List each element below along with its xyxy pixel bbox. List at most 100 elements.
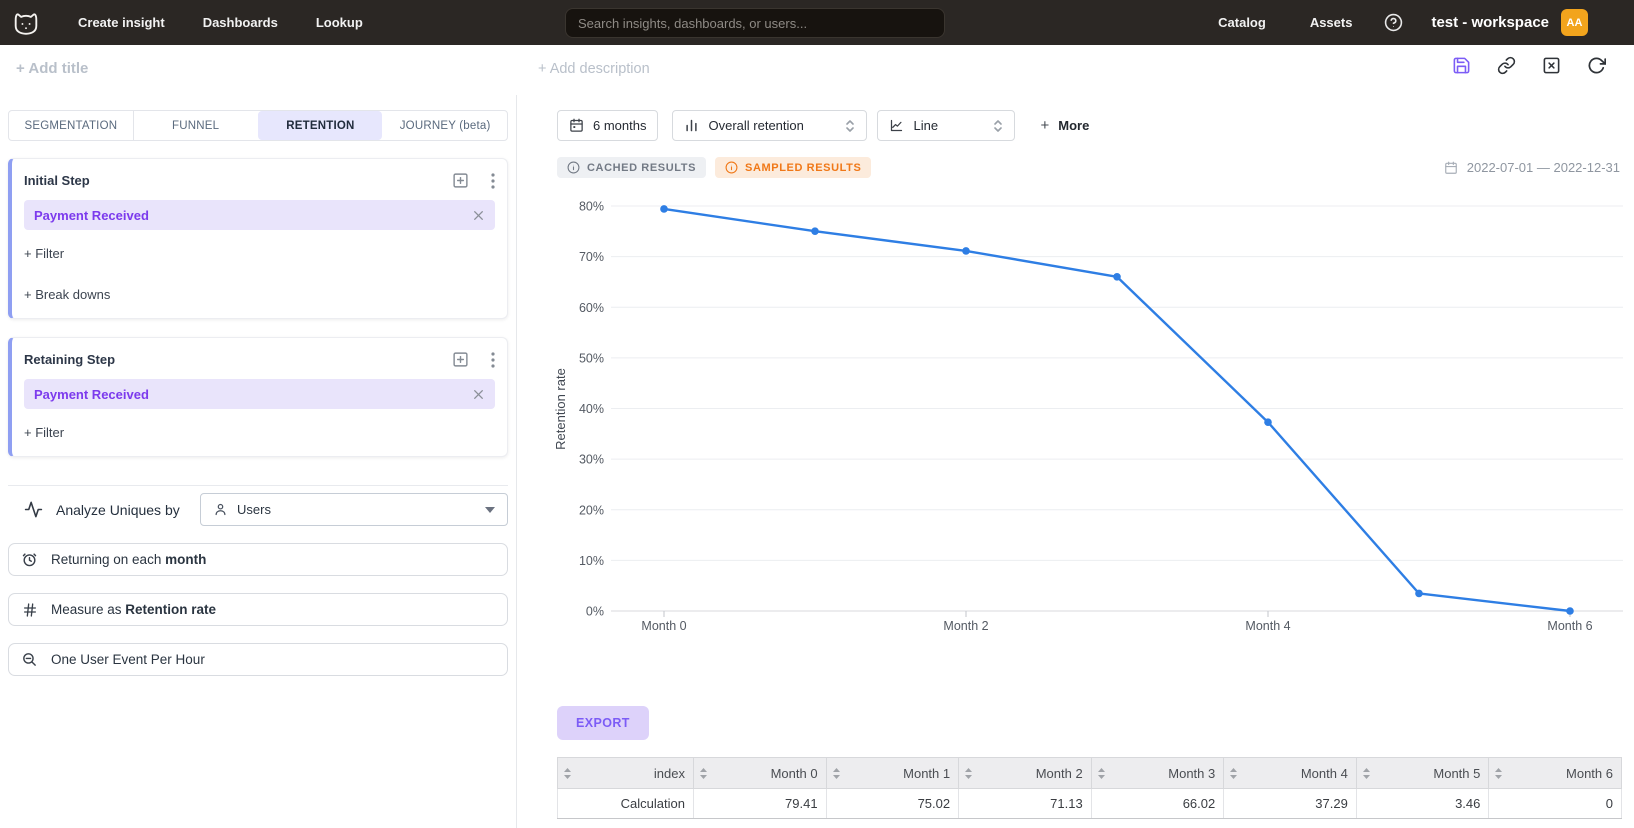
svg-text:Month 4: Month 4 — [1245, 619, 1290, 633]
avatar[interactable]: AA — [1561, 9, 1588, 36]
link-icon[interactable] — [1497, 56, 1516, 75]
refresh-icon[interactable] — [1587, 56, 1606, 75]
bar-chart-icon — [684, 118, 699, 133]
sort-icon[interactable] — [965, 767, 973, 779]
zoom-out-icon — [21, 651, 38, 668]
sort-icon[interactable] — [1495, 767, 1503, 779]
nav-catalog[interactable]: Catalog — [1218, 15, 1266, 30]
sort-icon[interactable] — [700, 767, 707, 779]
value-cell: 0 — [1488, 788, 1622, 819]
sort-icon[interactable] — [832, 767, 840, 779]
value-cell: 3.46 — [1355, 788, 1490, 819]
analyze-row: Analyze Uniques by Users — [24, 493, 508, 526]
remove-event-icon[interactable] — [472, 209, 485, 222]
retention-chart[interactable]: 0% 10% 20% 30% 40% 50% 60% 70% 80% Month 0 Month 2… — [517, 183, 1627, 683]
nav-create-insight[interactable]: Create insight — [78, 15, 165, 30]
event-chip-label: Payment Received — [34, 207, 149, 223]
row-index-cell: Calculation — [557, 788, 694, 819]
value-cell: 71.13 — [958, 788, 1092, 819]
search-input[interactable] — [565, 8, 945, 38]
sampled-results-badge: SAMPLED RESULTS — [715, 157, 872, 178]
add-event-icon[interactable] — [452, 172, 469, 189]
analyze-by-value: Users — [237, 502, 271, 517]
more-button[interactable]: + More — [1040, 117, 1089, 134]
add-filter-button[interactable]: + Filter — [24, 425, 65, 440]
activity-icon — [24, 500, 43, 519]
select-carets-icon — [993, 119, 1003, 133]
svg-text:Month 2: Month 2 — [943, 619, 988, 633]
event-chip[interactable]: Payment Received — [24, 200, 495, 230]
chart-type-select[interactable]: Line — [877, 110, 1016, 141]
calendar-icon — [1444, 161, 1458, 175]
column-header-month-3[interactable]: Month 3 — [1090, 757, 1225, 789]
column-header-month-1[interactable]: Month 1 — [825, 757, 960, 789]
help-icon[interactable] — [1384, 13, 1403, 32]
time-window-value: 6 months — [593, 118, 647, 133]
column-header-month-4[interactable]: Month 4 — [1223, 757, 1357, 789]
add-description-button[interactable]: + Add description — [538, 61, 650, 77]
section-divider — [8, 485, 508, 486]
time-window-button[interactable]: 6 months — [557, 110, 659, 141]
sort-icon[interactable] — [1362, 767, 1370, 779]
chart-type-value: Line — [913, 118, 939, 133]
event-chip[interactable]: Payment Received — [24, 379, 495, 409]
value-cell: 75.02 — [825, 788, 960, 819]
add-event-icon[interactable] — [452, 351, 469, 368]
step-menu-kebab-icon[interactable] — [491, 172, 495, 189]
measure-as-label: Measure as Retention rate — [51, 602, 217, 617]
column-header-month-6[interactable]: Month 6 — [1488, 757, 1622, 789]
nav-assets[interactable]: Assets — [1309, 15, 1353, 30]
add-title-button[interactable]: + Add title — [16, 60, 89, 77]
analyze-by-select[interactable]: Users — [200, 493, 508, 526]
svg-text:60%: 60% — [579, 301, 604, 315]
step-menu-kebab-icon[interactable] — [491, 351, 495, 368]
column-header-index[interactable]: index — [557, 757, 694, 789]
event-dedupe-label: One User Event Per Hour — [51, 652, 205, 667]
plus-icon: + — [1040, 117, 1050, 134]
tab-funnel[interactable]: FUNNEL — [132, 111, 258, 140]
sort-icon[interactable] — [564, 767, 571, 779]
workspace-name[interactable]: test - workspace — [1431, 14, 1549, 31]
info-icon — [567, 161, 580, 174]
select-carets-icon — [845, 119, 855, 133]
measure-as-button[interactable]: Measure as Retention rate — [8, 593, 508, 626]
add-breakdown-button[interactable]: + Break downs — [24, 287, 111, 302]
column-header-month-0[interactable]: Month 0 — [693, 757, 827, 789]
sort-icon[interactable] — [1097, 767, 1105, 779]
nav-lookup[interactable]: Lookup — [315, 15, 363, 30]
svg-text:30%: 30% — [579, 453, 604, 467]
close-icon[interactable] — [1542, 56, 1561, 75]
retaining-step-card: Retaining Step Payment Received — [8, 337, 508, 457]
event-dedupe-button[interactable]: One User Event Per Hour — [8, 643, 508, 676]
add-filter-button[interactable]: + Filter — [24, 246, 65, 261]
tab-journey[interactable]: JOURNEY (beta) — [399, 119, 491, 132]
retention-type-select[interactable]: Overall retention — [672, 110, 868, 141]
date-range[interactable]: 2022-07-01 — 2022-12-31 — [1444, 160, 1620, 175]
svg-text:Retention rate: Retention rate — [553, 368, 568, 450]
svg-text:20%: 20% — [579, 503, 604, 517]
nav-dashboards[interactable]: Dashboards — [202, 15, 278, 30]
svg-text:70%: 70% — [579, 250, 604, 264]
column-header-month-2[interactable]: Month 2 — [958, 757, 1092, 789]
tab-retention[interactable]: RETENTION — [257, 111, 383, 140]
retention-chart-area: 0% 10% 20% 30% 40% 50% 60% 70% 80% Month 0 Month 2… — [517, 183, 1634, 683]
export-button[interactable]: EXPORT — [557, 706, 649, 740]
results-panel: 6 months Overall retention — [517, 95, 1634, 828]
svg-text:Month 0: Month 0 — [641, 619, 686, 633]
analyze-label: Analyze Uniques by — [56, 501, 180, 518]
chevron-down-icon — [485, 506, 495, 513]
column-header-month-5[interactable]: Month 5 — [1355, 757, 1490, 789]
value-cell: 66.02 — [1090, 788, 1225, 819]
returning-period-button[interactable]: Returning on each month — [8, 543, 508, 576]
sort-icon[interactable] — [1230, 767, 1238, 779]
svg-text:Month 6: Month 6 — [1547, 619, 1592, 633]
save-icon[interactable] — [1452, 56, 1471, 75]
event-chip-label: Payment Received — [34, 386, 149, 402]
tab-segmentation[interactable]: SEGMENTATION — [24, 119, 118, 132]
remove-event-icon[interactable] — [472, 388, 485, 401]
chart-toolbar: 6 months Overall retention — [557, 110, 1634, 141]
insight-type-tabs: SEGMENTATION FUNNEL RETENTION JOURNEY (b… — [8, 110, 508, 141]
insight-actions — [1452, 56, 1606, 75]
returning-period-label: Returning on each month — [51, 552, 207, 567]
app-logo-cat-icon[interactable] — [10, 7, 42, 39]
